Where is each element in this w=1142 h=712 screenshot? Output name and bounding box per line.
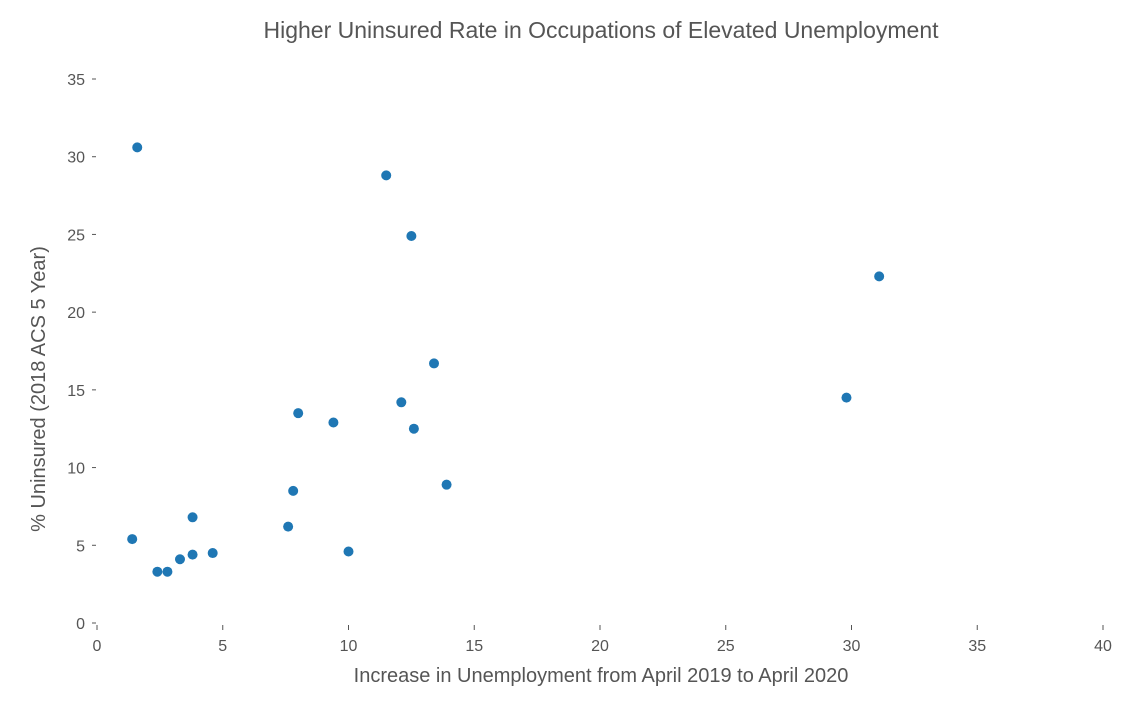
y-tick-label: 30 <box>67 150 85 167</box>
data-point <box>207 548 218 559</box>
x-tick-label: 35 <box>968 638 986 655</box>
x-tick-label: 15 <box>465 638 483 655</box>
x-tick-label: 0 <box>93 638 102 655</box>
data-point <box>187 512 198 523</box>
x-tick-label: 5 <box>218 638 227 655</box>
data-point <box>293 408 304 419</box>
data-point <box>874 271 885 282</box>
data-point <box>841 392 852 403</box>
data-points <box>127 142 885 577</box>
data-point <box>328 417 339 428</box>
y-tick-label: 20 <box>67 305 85 322</box>
x-tick-label: 20 <box>591 638 609 655</box>
y-tick-label: 5 <box>76 538 85 555</box>
y-tick-label: 0 <box>76 616 85 633</box>
data-point <box>187 549 198 560</box>
y-axis-label: % Uninsured (2018 ACS 5 Year) <box>28 246 50 532</box>
data-point <box>132 142 143 153</box>
y-tick-label: 10 <box>67 461 85 478</box>
x-tick-label: 10 <box>340 638 358 655</box>
data-point <box>152 566 163 577</box>
data-point <box>288 485 299 496</box>
data-point <box>408 423 419 434</box>
chart-title: Higher Uninsured Rate in Occupations of … <box>263 17 939 43</box>
data-point <box>127 534 138 545</box>
data-point <box>381 170 392 181</box>
data-point <box>396 397 407 408</box>
y-tick-label: 15 <box>67 383 85 400</box>
data-point <box>162 566 173 577</box>
data-point <box>441 479 452 490</box>
data-point <box>406 230 417 241</box>
x-axis: 0 5 10 15 20 25 30 35 40 <box>93 625 1112 655</box>
x-tick-label: 40 <box>1094 638 1112 655</box>
x-tick-label: 25 <box>717 638 735 655</box>
y-tick-label: 25 <box>67 227 85 244</box>
y-tick-label: 35 <box>67 72 85 89</box>
data-point <box>343 546 354 557</box>
x-axis-label: Increase in Unemployment from April 2019… <box>354 665 849 687</box>
data-point <box>174 554 185 565</box>
data-point <box>283 521 294 532</box>
data-point <box>429 358 440 369</box>
y-axis: 0 5 10 15 20 25 30 35 <box>67 72 96 633</box>
x-tick-label: 30 <box>843 638 861 655</box>
